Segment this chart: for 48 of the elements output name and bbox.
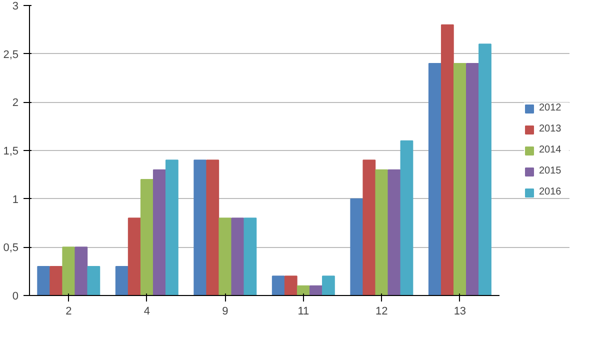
bar (478, 44, 492, 296)
bar (362, 160, 376, 296)
y-tick-label: 0 (12, 290, 19, 302)
bar (62, 246, 76, 296)
bar (231, 218, 244, 296)
bar (206, 160, 220, 296)
legend-label: 2013 (539, 124, 562, 134)
legend-label: 2012 (539, 102, 562, 114)
bar (453, 63, 466, 296)
bar (152, 169, 166, 296)
x-tick-label: 11 (298, 306, 310, 318)
x-tick-label: 13 (454, 306, 466, 318)
bar (115, 266, 128, 296)
bar (440, 24, 454, 296)
bar (244, 218, 257, 296)
bar (37, 266, 50, 296)
bar (140, 179, 154, 296)
bar (218, 218, 232, 296)
bar (388, 169, 401, 296)
x-tick-label: 2 (66, 306, 72, 318)
legend-label: 2015 (539, 166, 562, 176)
bar (428, 63, 442, 296)
x-tick-label: 4 (144, 306, 150, 318)
bar (296, 285, 310, 296)
bar (74, 246, 88, 296)
x-tick-label: 12 (376, 306, 388, 318)
y-tick-label: 1,5 (3, 146, 19, 158)
bar (350, 198, 364, 296)
bar (309, 285, 322, 296)
legend-label: 2014 (539, 144, 562, 156)
y-tick-label: 1 (12, 194, 19, 206)
bar (400, 140, 414, 296)
bar (165, 160, 178, 296)
bar (322, 276, 335, 296)
bar (375, 169, 388, 296)
bar (194, 160, 207, 296)
bar (466, 63, 479, 296)
y-tick-label: 2 (12, 97, 19, 110)
bar (272, 276, 285, 296)
legend-label: 2016 (539, 186, 562, 198)
bar (50, 266, 63, 296)
bar (128, 218, 141, 296)
y-tick-label: 3 (12, 0, 19, 12)
bar (87, 266, 100, 296)
x-tick-label: 9 (222, 306, 228, 318)
y-tick-label: 2,5 (3, 48, 19, 61)
y-tick-label: 0,5 (3, 242, 19, 254)
bar (284, 276, 298, 296)
